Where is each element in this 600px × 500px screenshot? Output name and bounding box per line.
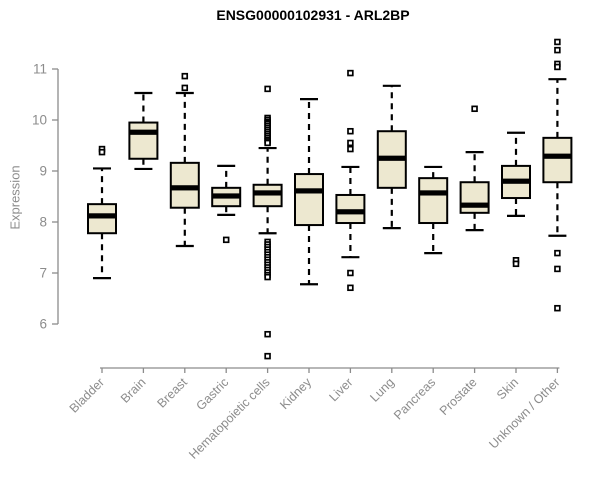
x-tick-label-bladder: Bladder xyxy=(67,375,107,415)
outlier-point xyxy=(347,139,354,147)
boxplot-bladder xyxy=(87,145,117,280)
outlier-point xyxy=(181,72,189,80)
outlier-point xyxy=(264,139,271,147)
iqr-box xyxy=(294,173,324,227)
x-tick-label-pancreas: Pancreas xyxy=(391,375,438,422)
boxplot-breast xyxy=(169,72,200,248)
median-line xyxy=(253,190,282,196)
x-tick-label-liver: Liver xyxy=(326,375,355,404)
boxplot-unknown-other xyxy=(542,38,573,312)
x-tick-label-lung: Lung xyxy=(367,375,397,405)
median-line xyxy=(88,213,116,219)
y-tick-label: 11 xyxy=(33,62,47,77)
x-tick-label-hematopoietic-cells: Hematopoietic cells xyxy=(186,375,273,462)
chart-title: ENSG00000102931 - ARL2BP xyxy=(216,7,410,23)
x-tick-label-unknown-other: Unknown / Other xyxy=(486,375,562,451)
y-tick-label: 10 xyxy=(32,113,47,128)
boxplot-lung xyxy=(376,84,407,230)
outlier-point xyxy=(554,38,561,46)
boxplot-brain xyxy=(128,91,159,171)
iqr-box xyxy=(542,136,573,184)
outlier-point xyxy=(264,352,271,360)
outlier-point xyxy=(98,148,106,156)
outlier-point xyxy=(264,273,271,281)
median-line xyxy=(460,202,489,208)
outlier-point xyxy=(347,284,354,292)
x-tick-label-breast: Breast xyxy=(154,375,190,411)
iqr-box xyxy=(418,177,449,225)
boxplot-liver xyxy=(335,69,366,292)
outlier-point xyxy=(264,330,271,338)
iqr-box xyxy=(459,181,490,214)
outlier-point xyxy=(222,236,230,244)
boxplot-pancreas xyxy=(418,165,449,255)
y-tick-label: 9 xyxy=(39,164,47,179)
iqr-box xyxy=(87,203,117,235)
boxplot-gastric xyxy=(211,164,242,244)
boxplot-kidney xyxy=(294,97,324,286)
boxplot-skin xyxy=(501,131,531,268)
outlier-point xyxy=(347,269,354,277)
outlier-point xyxy=(471,105,478,113)
iqr-box xyxy=(335,193,366,225)
x-tick-label-skin: Skin xyxy=(494,375,521,402)
x-tick-label-brain: Brain xyxy=(118,375,149,406)
median-line xyxy=(336,209,365,215)
x-tick-label-gastric: Gastric xyxy=(193,375,231,413)
median-line xyxy=(502,178,530,184)
y-tick-label: 8 xyxy=(39,215,47,230)
outlier-point xyxy=(347,69,354,77)
outlier-point xyxy=(347,145,354,153)
outlier-point xyxy=(554,249,561,257)
boxplot-prostate xyxy=(459,105,490,232)
outlier-point xyxy=(554,46,561,54)
outlier-point xyxy=(554,265,561,273)
x-tick-label-kidney: Kidney xyxy=(277,375,314,412)
outlier-point xyxy=(554,304,561,312)
outlier-point xyxy=(554,63,561,71)
median-line xyxy=(377,155,406,161)
y-tick-label: 7 xyxy=(39,266,47,281)
outlier-point xyxy=(512,260,520,268)
median-line xyxy=(129,129,158,135)
median-line xyxy=(543,153,572,159)
x-tick-label-prostate: Prostate xyxy=(437,375,480,418)
outlier-point xyxy=(181,84,189,92)
median-line xyxy=(212,193,241,199)
iqr-box xyxy=(128,121,159,160)
outlier-point xyxy=(264,85,271,93)
median-line xyxy=(170,185,199,191)
y-axis: 6 7 8 9 10 11 xyxy=(32,62,59,332)
median-line xyxy=(419,190,448,196)
y-tick-label: 6 xyxy=(39,317,47,332)
outlier-point xyxy=(347,127,354,135)
boxplot-hematopoietic-cells xyxy=(252,85,283,360)
median-line xyxy=(295,188,323,194)
